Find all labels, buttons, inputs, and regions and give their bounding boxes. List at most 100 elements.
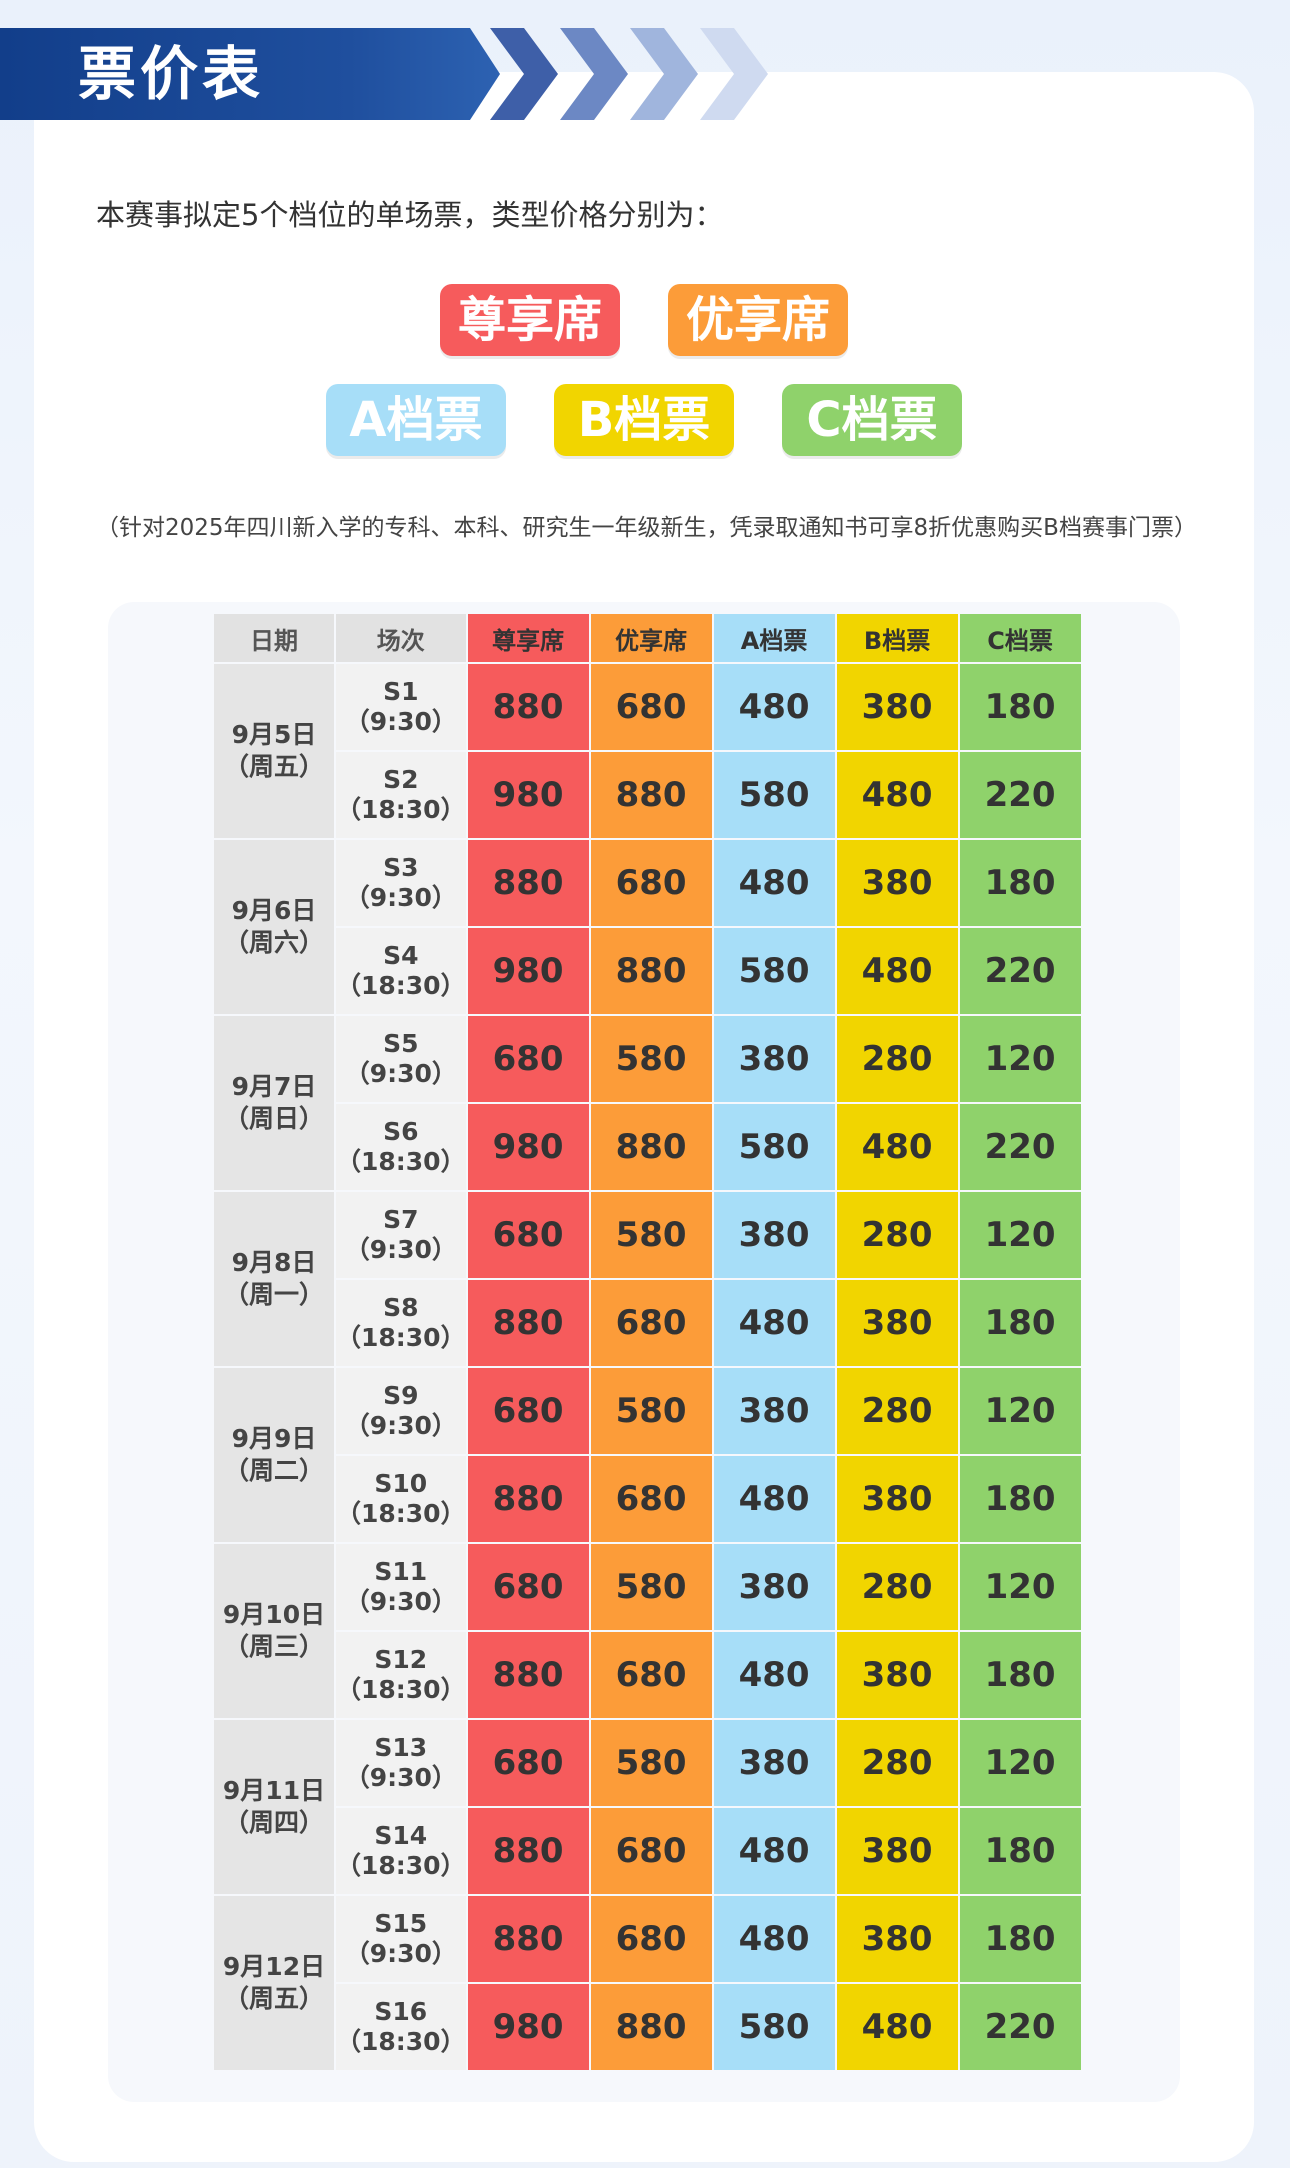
session-time: （9:30） xyxy=(344,1235,457,1264)
price-cell: 480 xyxy=(836,1104,958,1190)
price-cell: 680 xyxy=(467,1720,589,1806)
price-cell: 880 xyxy=(590,1984,712,2070)
weekday-text: （周日） xyxy=(223,1104,324,1133)
session-time: （18:30） xyxy=(336,2027,466,2056)
price-cell: 220 xyxy=(959,928,1081,1014)
price-cell: 680 xyxy=(590,1896,712,1982)
session-name: S7 xyxy=(383,1205,419,1234)
table-row: 9月12日 （周五） S15 （9:30） 880 680 480 380 180 xyxy=(214,1896,1081,2070)
session-cell: S14 （18:30） xyxy=(336,1808,466,1894)
tier-tag-a: A档票 xyxy=(326,384,506,456)
header-c: C档票 xyxy=(959,614,1081,662)
price-cell: 380 xyxy=(836,1808,958,1894)
session-time: （9:30） xyxy=(344,1939,457,1968)
table-row: 9月8日 （周一） S7 （9:30） 680 580 380 280 120 xyxy=(214,1192,1081,1366)
session-time: （18:30） xyxy=(336,1851,466,1880)
date-cell: 9月11日 （周四） xyxy=(214,1720,334,1894)
price-cell: 880 xyxy=(467,1280,589,1366)
price-cell: 180 xyxy=(959,1456,1081,1542)
session-time: （9:30） xyxy=(344,1763,457,1792)
price-table: 日期 场次 尊享席 优享席 A档票 B档票 C档票 9月5日 （周五） S1 （9:3… xyxy=(212,612,1083,2072)
price-cell: 280 xyxy=(836,1720,958,1806)
session-cell: S9 （9:30） xyxy=(336,1368,466,1454)
session-cell: S2 （18:30） xyxy=(336,752,466,838)
price-cell: 120 xyxy=(959,1720,1081,1806)
price-cell: 480 xyxy=(713,1632,835,1718)
price-cell: 280 xyxy=(836,1544,958,1630)
price-cell: 580 xyxy=(590,1720,712,1806)
weekday-text: （周一） xyxy=(223,1280,324,1309)
price-cell: 220 xyxy=(959,1104,1081,1190)
date-cell: 9月8日 （周一） xyxy=(214,1192,334,1366)
session-name: S12 xyxy=(374,1645,428,1674)
price-cell: 120 xyxy=(959,1016,1081,1102)
price-cell: 120 xyxy=(959,1544,1081,1630)
header-a: A档票 xyxy=(713,614,835,662)
session-time: （18:30） xyxy=(336,971,466,1000)
price-cell: 880 xyxy=(467,664,589,750)
session-cell: S16 （18:30） xyxy=(336,1984,466,2070)
price-cell: 880 xyxy=(590,752,712,838)
date-text: 9月5日 xyxy=(231,720,317,749)
price-cell: 680 xyxy=(467,1016,589,1102)
session-cell: S3 （9:30） xyxy=(336,840,466,926)
price-cell: 180 xyxy=(959,1808,1081,1894)
date-cell: 9月10日 （周三） xyxy=(214,1544,334,1718)
price-cell: 480 xyxy=(713,1808,835,1894)
session-name: S14 xyxy=(374,1821,428,1850)
price-cell: 480 xyxy=(713,840,835,926)
tier-tag-c: C档票 xyxy=(782,384,962,456)
price-cell: 280 xyxy=(836,1192,958,1278)
price-cell: 380 xyxy=(713,1544,835,1630)
price-cell: 480 xyxy=(713,664,835,750)
price-cell: 880 xyxy=(467,1808,589,1894)
session-cell: S13 （9:30） xyxy=(336,1720,466,1806)
price-cell: 580 xyxy=(713,928,835,1014)
price-cell: 380 xyxy=(836,840,958,926)
date-text: 9月9日 xyxy=(231,1424,317,1453)
session-name: S1 xyxy=(383,677,419,706)
price-cell: 480 xyxy=(713,1456,835,1542)
price-cell: 280 xyxy=(836,1368,958,1454)
session-cell: S11 （9:30） xyxy=(336,1544,466,1630)
date-cell: 9月5日 （周五） xyxy=(214,664,334,838)
date-cell: 9月12日 （周五） xyxy=(214,1896,334,2070)
weekday-text: （周五） xyxy=(223,752,324,781)
price-cell: 880 xyxy=(590,1104,712,1190)
price-cell: 480 xyxy=(713,1280,835,1366)
table-body: 9月5日 （周五） S1 （9:30） 880 680 480 380 180 S2 （18:30）… xyxy=(214,664,1081,2070)
price-cell: 580 xyxy=(590,1544,712,1630)
price-cell: 380 xyxy=(836,664,958,750)
session-time: （9:30） xyxy=(344,707,457,736)
session-time: （18:30） xyxy=(336,1323,466,1352)
price-cell: 480 xyxy=(836,752,958,838)
page-title: 票价表 xyxy=(78,40,265,108)
session-cell: S4 （18:30） xyxy=(336,928,466,1014)
header-date: 日期 xyxy=(214,614,334,662)
price-cell: 380 xyxy=(713,1016,835,1102)
price-cell: 880 xyxy=(467,1456,589,1542)
table-row: 9月11日 （周四） S13 （9:30） 680 580 380 280 120 xyxy=(214,1720,1081,1894)
price-cell: 580 xyxy=(713,752,835,838)
table-row: 9月6日 （周六） S3 （9:30） 880 680 480 380 180 xyxy=(214,840,1081,1014)
price-cell: 680 xyxy=(590,1808,712,1894)
session-name: S9 xyxy=(383,1381,419,1410)
session-cell: S6 （18:30） xyxy=(336,1104,466,1190)
table-row: S12 （18:30） 880 680 480 380 180 xyxy=(214,1632,1081,1718)
intro-text: 本赛事拟定5个档位的单场票，类型价格分别为： xyxy=(96,198,724,232)
price-cell: 180 xyxy=(959,664,1081,750)
session-time: （9:30） xyxy=(344,1587,457,1616)
price-cell: 680 xyxy=(467,1544,589,1630)
session-time: （9:30） xyxy=(344,1059,457,1088)
session-time: （18:30） xyxy=(336,1499,466,1528)
price-cell: 120 xyxy=(959,1368,1081,1454)
session-name: S8 xyxy=(383,1293,419,1322)
price-cell: 180 xyxy=(959,1280,1081,1366)
session-cell: S7 （9:30） xyxy=(336,1192,466,1278)
price-cell: 880 xyxy=(467,1632,589,1718)
price-cell: 280 xyxy=(836,1016,958,1102)
price-cell: 880 xyxy=(467,840,589,926)
weekday-text: （周五） xyxy=(223,1984,324,2013)
table-row: 9月7日 （周日） S5 （9:30） 680 580 380 280 120 xyxy=(214,1016,1081,1190)
table-row: S16 （18:30） 980 880 580 480 220 xyxy=(214,1984,1081,2070)
